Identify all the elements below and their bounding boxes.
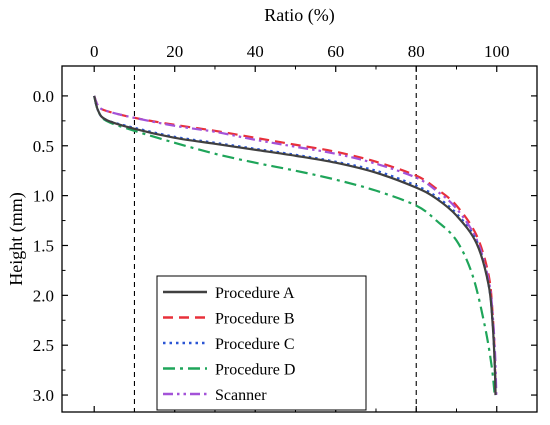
legend-label: Procedure B xyxy=(215,311,295,328)
x-tick-label: 80 xyxy=(408,42,425,61)
y-tick-label: 0.0 xyxy=(33,87,54,106)
plot-frame xyxy=(61,65,538,413)
y-axis-title: Height (mm) xyxy=(6,192,27,285)
series-line-scanner xyxy=(93,95,498,396)
series-line-procedure-a xyxy=(93,95,497,396)
legend-item: Procedure B xyxy=(163,311,295,328)
x-tick-label: 0 xyxy=(90,42,99,61)
y-tick-label: 1.0 xyxy=(33,187,54,206)
legend-item: Procedure A xyxy=(163,285,295,302)
x-tick-label: 20 xyxy=(166,42,183,61)
legend-item: Procedure C xyxy=(163,336,295,353)
y-tick-label: 2.0 xyxy=(33,286,54,305)
y-tick-label: 2.5 xyxy=(33,336,54,355)
legend-box xyxy=(156,275,367,411)
x-tick-label: 60 xyxy=(327,42,344,61)
legend-label: Procedure C xyxy=(215,336,295,353)
legend-item: Procedure D xyxy=(163,362,295,379)
plot-area: 0 20 40 60 80 100 0.0 0.5 1.0 1.5 2.0 2.5 3.0 Procedu… xyxy=(33,42,538,413)
legend-label: Scanner xyxy=(215,387,267,404)
y-tick-label: 0.5 xyxy=(33,137,54,156)
series-line-procedure-d xyxy=(93,95,496,396)
y-tick-label: 1.5 xyxy=(33,236,54,255)
x-tick-label: 40 xyxy=(247,42,264,61)
legend: Procedure A Procedure B Procedure C Procedu… xyxy=(156,275,367,411)
legend-item: Scanner xyxy=(163,387,267,404)
y-tick-label: 3.0 xyxy=(33,386,54,405)
legend-label: Procedure A xyxy=(215,285,295,302)
x-axis-title: Ratio (%) xyxy=(264,5,334,26)
x-tick-label: 100 xyxy=(484,42,510,61)
legend-label: Procedure D xyxy=(215,362,295,379)
